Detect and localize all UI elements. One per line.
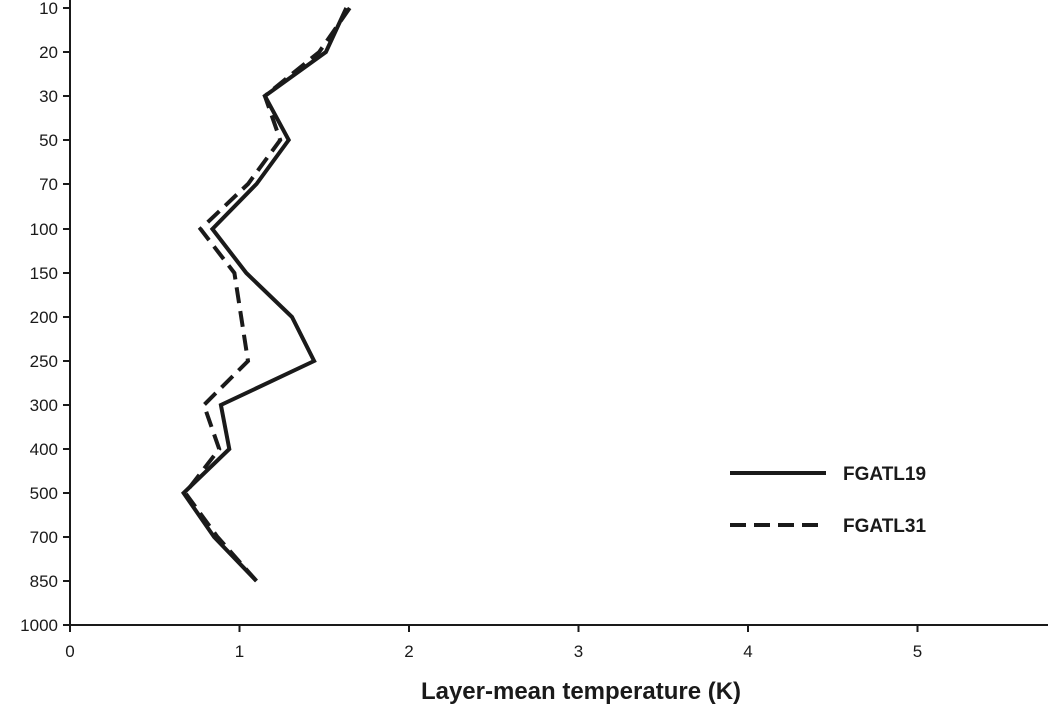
x-tick-label: 3 xyxy=(574,642,583,661)
y-tick-label: 400 xyxy=(30,440,58,459)
legend-label-fgatl31: FGATL31 xyxy=(843,516,926,537)
legend: FGATL19 FGATL31 xyxy=(730,464,926,537)
y-tick-label: 250 xyxy=(30,352,58,371)
x-axis-title: Layer-mean temperature (K) xyxy=(421,678,741,705)
y-tick-label: 850 xyxy=(30,572,58,591)
x-tick-label: 4 xyxy=(743,642,752,661)
y-tick-label: 500 xyxy=(30,484,58,503)
x-ticks: 0 1 2 3 4 5 xyxy=(65,625,922,661)
series-layer xyxy=(184,8,350,581)
x-tick-label: 2 xyxy=(404,642,413,661)
legend-label-fgatl19: FGATL19 xyxy=(843,464,926,485)
y-tick-label: 100 xyxy=(30,220,58,239)
y-tick-label: 20 xyxy=(39,43,58,62)
y-tick-label: 10 xyxy=(39,0,58,18)
y-tick-label: 30 xyxy=(39,87,58,106)
x-tick-label: 0 xyxy=(65,642,74,661)
y-tick-label: 700 xyxy=(30,528,58,547)
x-tick-label: 5 xyxy=(913,642,922,661)
y-tick-label: 70 xyxy=(39,175,58,194)
y-tick-label: 1000 xyxy=(20,616,58,635)
y-tick-label: 200 xyxy=(30,308,58,327)
y-ticks: 10 20 30 50 70 100 150 200 250 300 400 500 700 850 100… xyxy=(20,0,70,635)
y-tick-label: 50 xyxy=(39,131,58,150)
x-tick-label: 1 xyxy=(235,642,244,661)
y-tick-label: 150 xyxy=(30,264,58,283)
y-tick-label: 300 xyxy=(30,396,58,415)
